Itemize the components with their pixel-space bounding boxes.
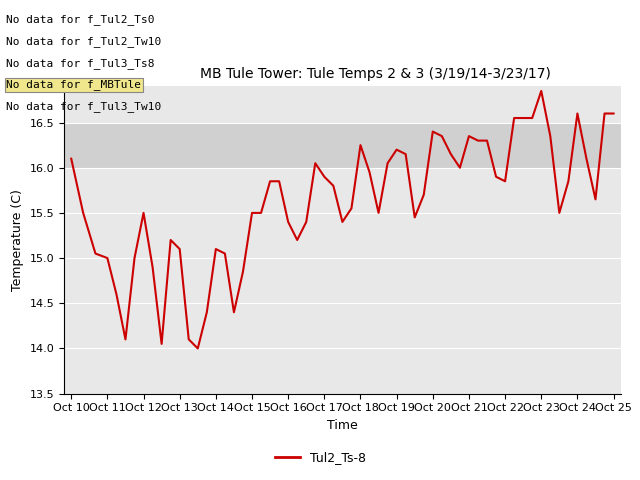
Text: No data for f_Tul3_Tw10: No data for f_Tul3_Tw10	[6, 101, 162, 112]
Legend: Tul2_Ts-8: Tul2_Ts-8	[269, 446, 371, 469]
Text: No data for f_Tul2_Tw10: No data for f_Tul2_Tw10	[6, 36, 162, 47]
Y-axis label: Temperature (C): Temperature (C)	[11, 189, 24, 291]
Text: No data for f_MBTule: No data for f_MBTule	[6, 79, 141, 90]
X-axis label: Time: Time	[327, 419, 358, 432]
Title: MB Tule Tower: Tule Temps 2 & 3 (3/19/14-3/23/17): MB Tule Tower: Tule Temps 2 & 3 (3/19/14…	[200, 67, 551, 81]
Text: No data for f_Tul2_Ts0: No data for f_Tul2_Ts0	[6, 14, 155, 25]
Text: No data for f_Tul3_Ts8: No data for f_Tul3_Ts8	[6, 58, 155, 69]
Bar	[64, 122, 621, 168]
